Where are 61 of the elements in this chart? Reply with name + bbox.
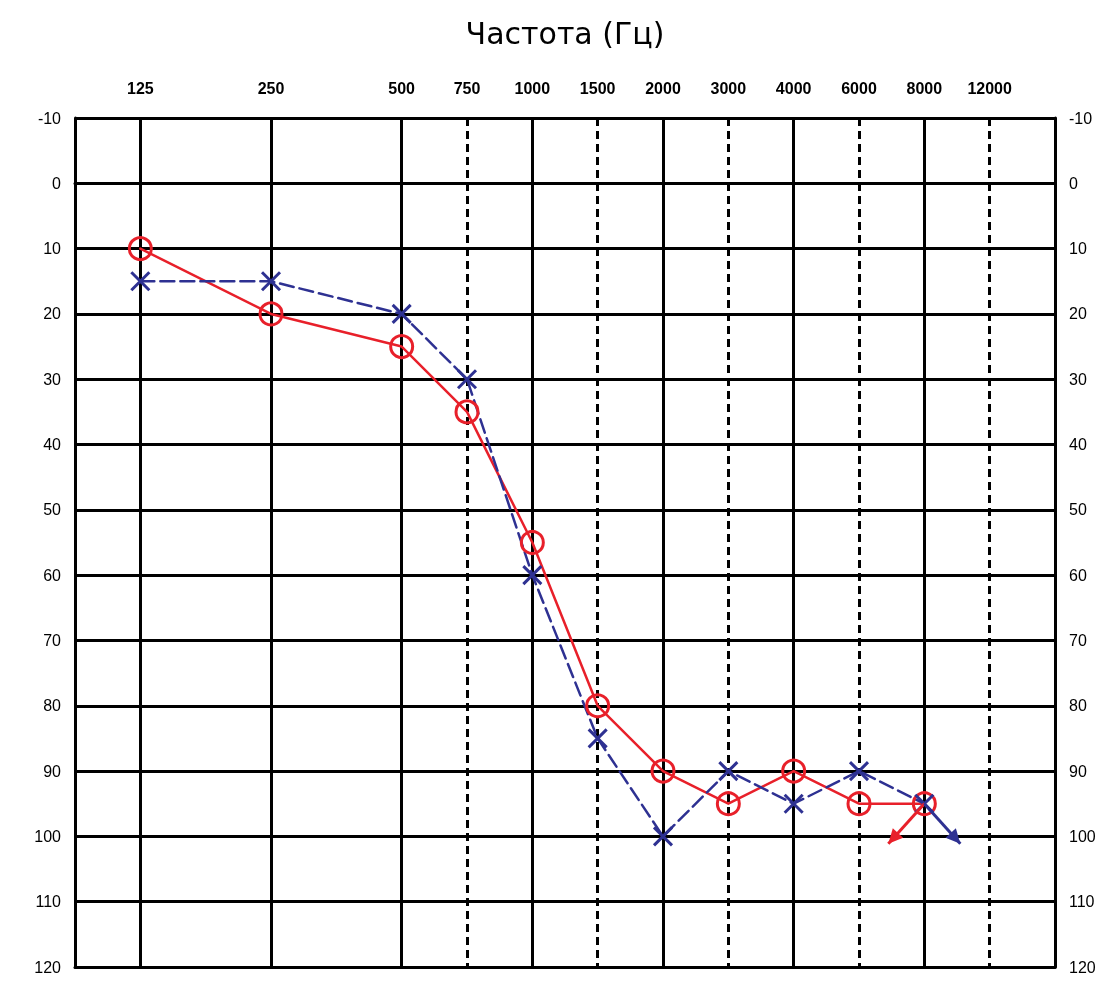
- x-tick-label: 1000: [514, 79, 551, 97]
- y-tick-label: 60: [43, 566, 62, 584]
- y2-tick-label: 10: [1069, 240, 1087, 258]
- y-tick-label: -10: [37, 109, 62, 127]
- y2-tick-label: 30: [1069, 370, 1087, 388]
- x-tick-label: 8000: [906, 79, 943, 97]
- y2-tick-label: 120: [1069, 958, 1096, 976]
- x-tick-label: 12000: [967, 79, 1013, 97]
- x-axis-title: Частота (Гц): [465, 15, 665, 51]
- y-tick-label: 70: [43, 631, 62, 649]
- point: [127, 236, 153, 262]
- point: [783, 793, 805, 815]
- point: [454, 399, 480, 425]
- y-tick-label: 0: [52, 174, 62, 192]
- y-tick-label: 110: [35, 893, 62, 911]
- x-tick-label: 3000: [710, 79, 747, 97]
- point: [521, 564, 543, 586]
- y2-tick-label: 40: [1069, 436, 1087, 454]
- point: [848, 760, 870, 782]
- y2-tick-label: 20: [1069, 305, 1087, 323]
- x-tick-label: 1500: [579, 79, 616, 97]
- point: [258, 301, 284, 327]
- point: [652, 825, 674, 847]
- y-tick-label: 80: [43, 697, 62, 715]
- y-tick-label: 120: [34, 958, 62, 976]
- y-tick-label: 100: [34, 827, 62, 845]
- y2-tick-label: 90: [1069, 762, 1087, 780]
- y2-tick-label: 50: [1069, 501, 1087, 519]
- point: [456, 368, 478, 390]
- x-tick-label: 250: [257, 79, 285, 97]
- point: [781, 758, 807, 784]
- y2-tick-label: 70: [1069, 631, 1087, 649]
- y2-tick-label: -10: [1069, 109, 1093, 127]
- point: [585, 693, 611, 719]
- y2-tick-label: 110: [1069, 893, 1095, 911]
- point: [587, 727, 609, 749]
- y-tick-label: 50: [43, 501, 62, 519]
- y-tick-label: 40: [43, 436, 62, 454]
- x-tick-label: 4000: [775, 79, 812, 97]
- y2-tick-label: 80: [1069, 697, 1087, 715]
- point: [846, 791, 872, 817]
- y2-tick-label: 100: [1069, 827, 1096, 845]
- point: [519, 530, 545, 555]
- y-tick-label: 30: [43, 370, 62, 388]
- x-tick-label: 750: [453, 79, 481, 97]
- x-tick-label: 500: [388, 79, 416, 97]
- point: [717, 760, 739, 782]
- y-tick-label: 10: [43, 240, 62, 258]
- point: [389, 334, 415, 360]
- x-tick-label: 2000: [645, 79, 681, 97]
- y2-tick-label: 60: [1069, 566, 1087, 584]
- point: [391, 303, 413, 325]
- point: [650, 758, 676, 784]
- y-tick-label: 90: [43, 762, 62, 780]
- point: [129, 270, 151, 292]
- point: [715, 791, 741, 817]
- x-tick-label: 6000: [841, 79, 877, 97]
- x-tick-label: 125: [126, 79, 154, 97]
- y-tick-label: 20: [43, 305, 62, 323]
- y2-tick-label: 0: [1069, 174, 1078, 192]
- point: [260, 270, 282, 292]
